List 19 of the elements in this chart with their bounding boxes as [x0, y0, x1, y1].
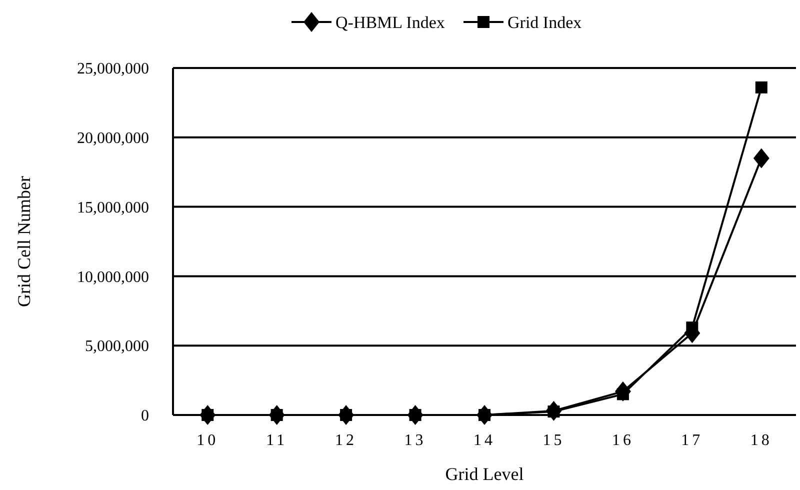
x-tick-label: 11 — [266, 432, 288, 449]
x-tick-label: 18 — [750, 432, 772, 449]
x-tick-label: 15 — [542, 432, 565, 449]
x-tick-label: 12 — [335, 432, 358, 449]
legend-label: Q-HBML Index — [336, 12, 446, 32]
y-tick-label: 5,000,000 — [85, 338, 149, 356]
y-tick-label: 15,000,000 — [77, 199, 149, 216]
x-tick-label: 17 — [681, 432, 704, 449]
x-tick-label: 16 — [612, 432, 634, 449]
x-tick-label: 10 — [196, 432, 219, 449]
y-axis-title: Grid Cell Number — [14, 176, 34, 307]
y-tick-label: 25,000,000 — [77, 60, 149, 78]
y-tick-label: 10,000,000 — [77, 268, 149, 286]
y-tick-label: 0 — [141, 408, 149, 425]
x-tick-label: 13 — [404, 432, 426, 449]
legend-label: Grid Index — [508, 12, 582, 32]
x-axis-title: Grid Level — [445, 464, 524, 484]
y-tick-label: 20,000,000 — [77, 130, 149, 147]
x-tick-label: 14 — [474, 432, 496, 449]
